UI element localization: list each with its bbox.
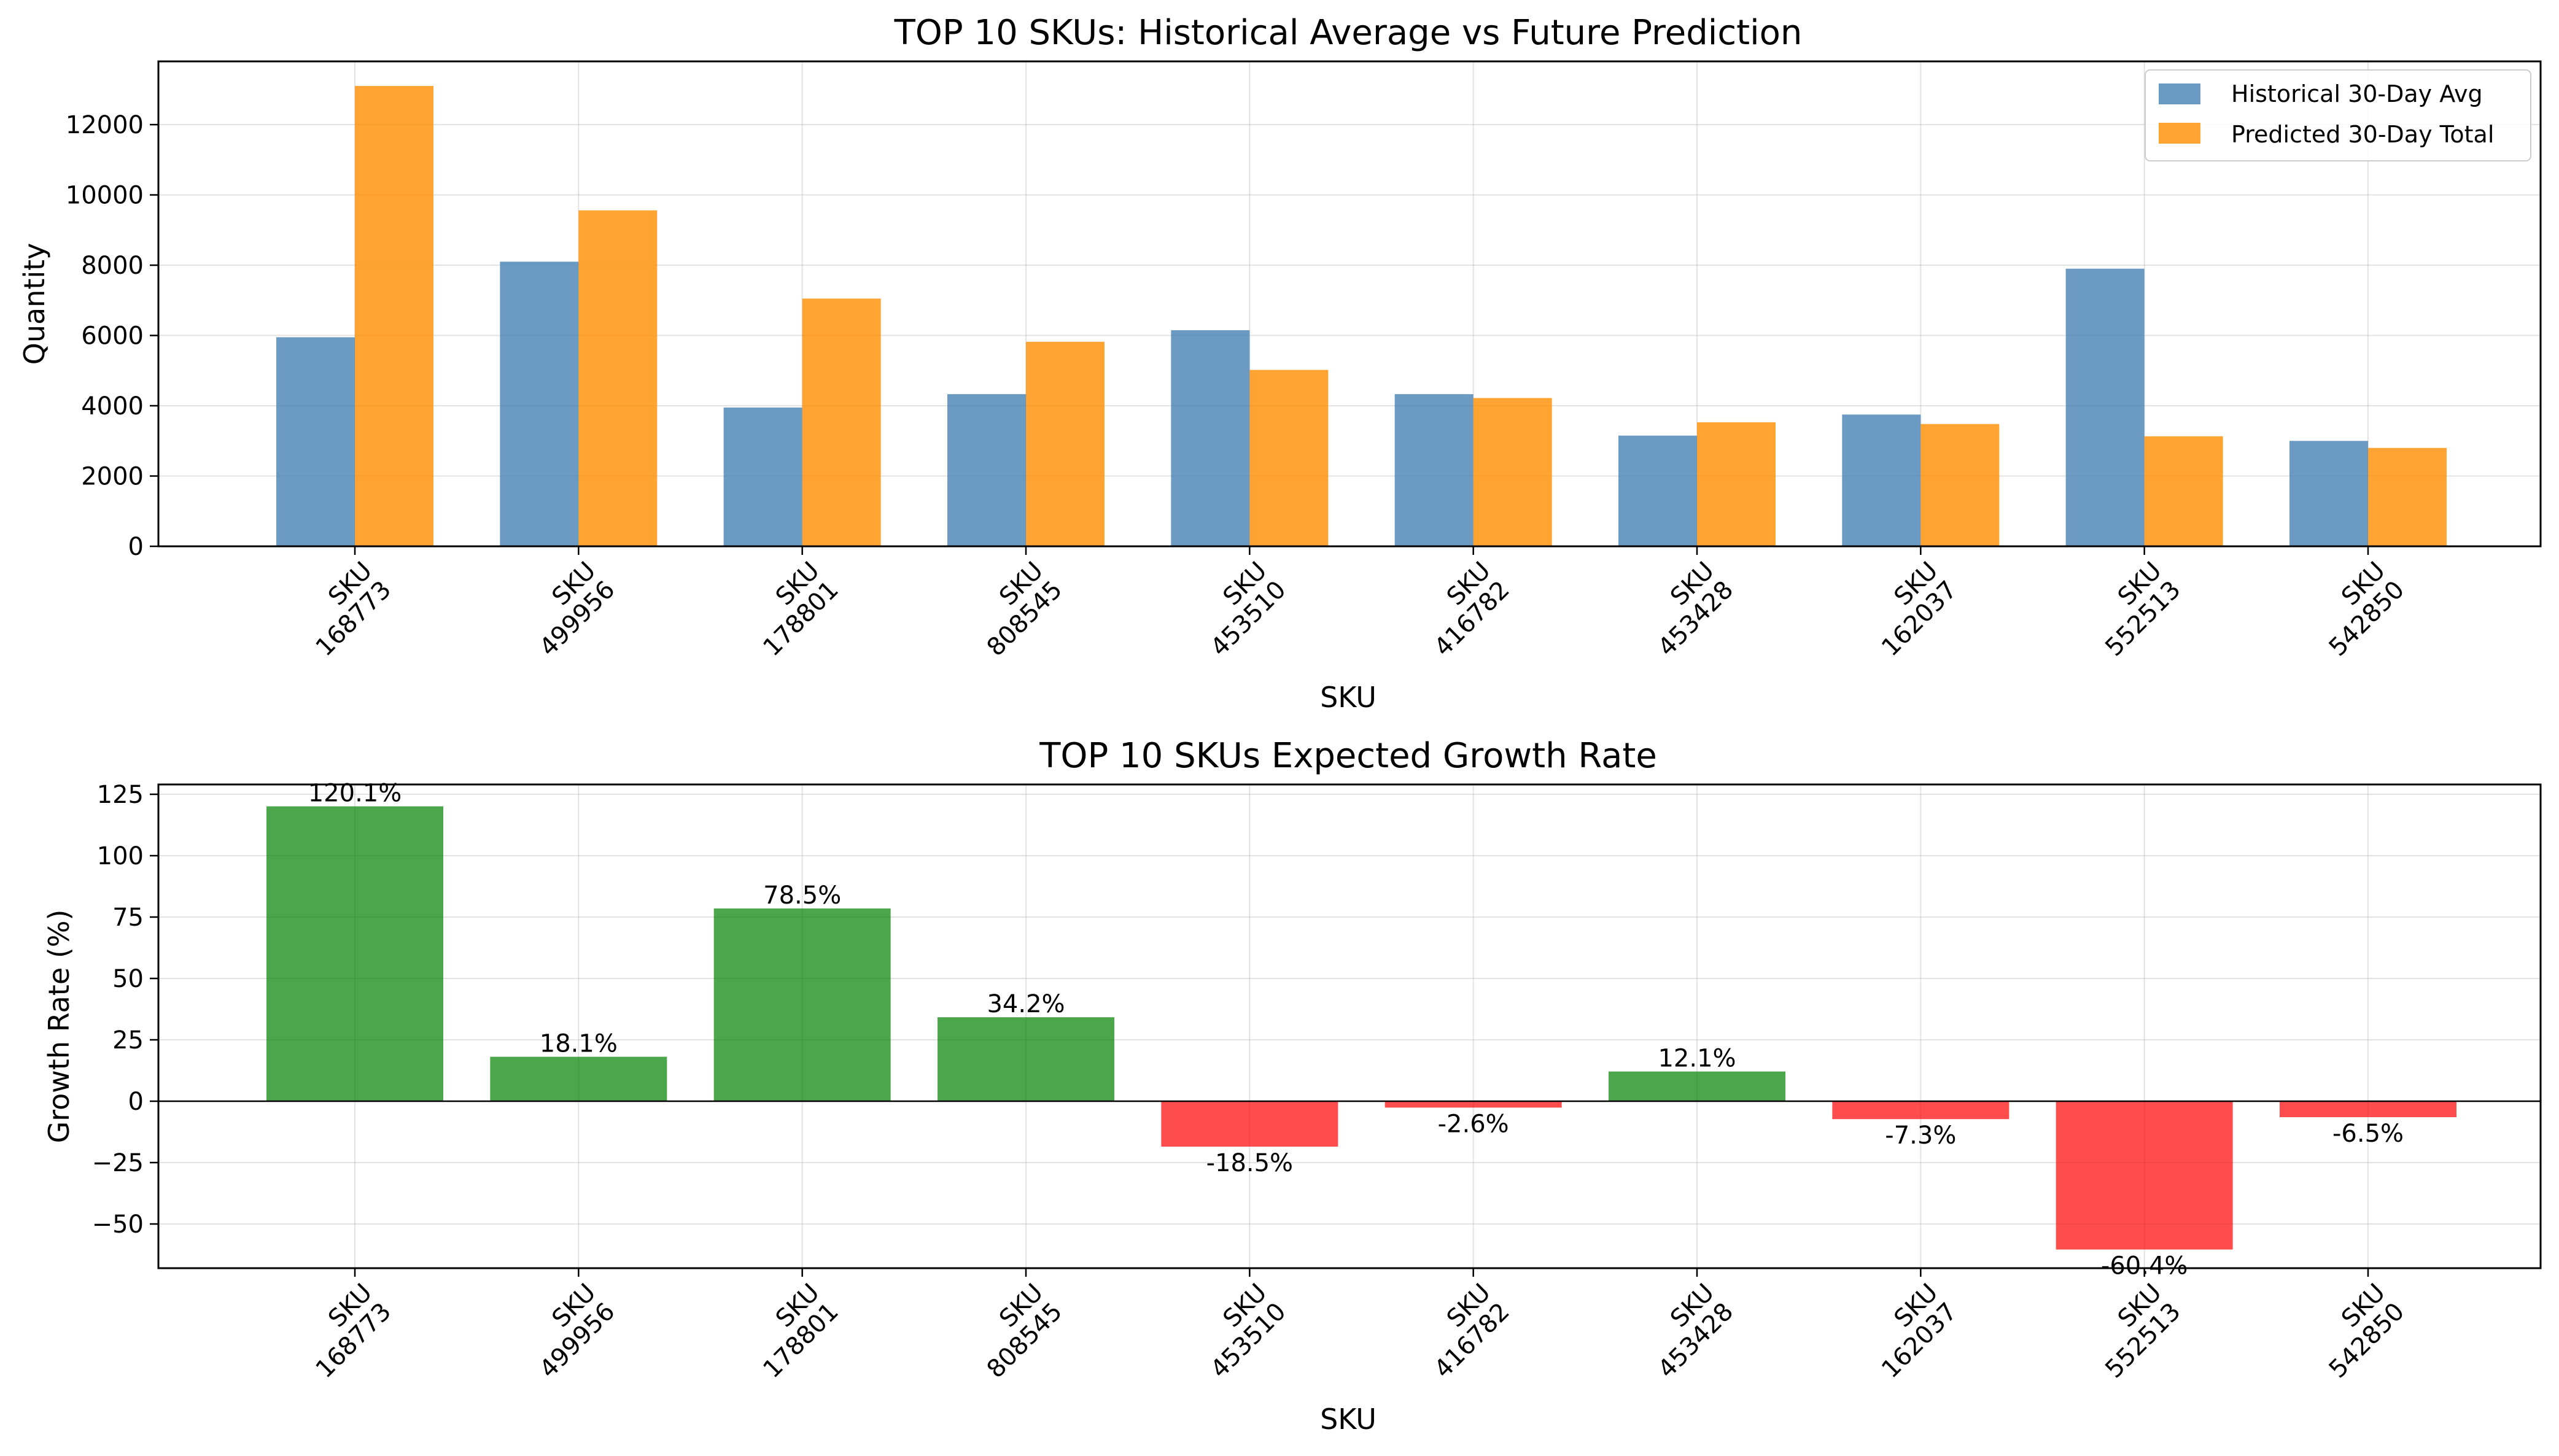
bottom-chart-title: TOP 10 SKUs Expected Growth Rate bbox=[1039, 736, 1657, 776]
top-chart-frame bbox=[157, 60, 2542, 548]
legend-swatch-predicted bbox=[2159, 123, 2200, 144]
top-bar-predicted-30-day-total-7 bbox=[1920, 424, 2000, 546]
top-y-tick-label: 12000 bbox=[66, 111, 144, 139]
top-chart-x-label: SKU bbox=[1320, 681, 1377, 714]
top-bar-predicted-30-day-total-4 bbox=[1249, 370, 1329, 546]
top-bar-historical-30-day-avg-3 bbox=[947, 394, 1026, 546]
top-bar-historical-30-day-avg-7 bbox=[1842, 414, 1921, 546]
legend-label-historical: Historical 30-Day Avg bbox=[2231, 80, 2483, 107]
legend-swatch-historical bbox=[2159, 83, 2200, 104]
bottom-y-tick-label: 75 bbox=[112, 904, 144, 932]
growth-bar-9 bbox=[2280, 1101, 2456, 1117]
top-bar-predicted-30-day-total-8 bbox=[2144, 436, 2223, 546]
growth-bar-3 bbox=[938, 1017, 1114, 1101]
bottom-y-tick-label: −50 bbox=[92, 1210, 144, 1239]
top-bar-historical-30-day-avg-1 bbox=[500, 261, 579, 546]
top-y-tick-label: 10000 bbox=[66, 182, 144, 210]
growth-data-label: -2.6% bbox=[1438, 1110, 1509, 1138]
top-bar-predicted-30-day-total-6 bbox=[1697, 422, 1776, 546]
top-chart-title: TOP 10 SKUs: Historical Average vs Futur… bbox=[894, 13, 1803, 53]
top-bar-historical-30-day-avg-8 bbox=[2065, 268, 2145, 546]
legend-frame bbox=[2145, 69, 2531, 161]
growth-data-label: 34.2% bbox=[987, 990, 1065, 1018]
growth-bar-1 bbox=[490, 1056, 667, 1101]
growth-bar-5 bbox=[1384, 1101, 1562, 1108]
top-bar-predicted-30-day-total-1 bbox=[578, 210, 658, 547]
growth-data-label: 12.1% bbox=[1658, 1045, 1736, 1073]
growth-bar-4 bbox=[1161, 1101, 1338, 1147]
top-bar-predicted-30-day-total-9 bbox=[2368, 447, 2447, 546]
top-y-tick-label: 0 bbox=[128, 533, 144, 561]
growth-bar-0 bbox=[266, 806, 443, 1101]
top-bar-historical-30-day-avg-9 bbox=[2289, 441, 2368, 546]
legend-label-predicted: Predicted 30-Day Total bbox=[2231, 121, 2494, 148]
top-chart-y-axis: 0 2000 4000 6000 8000 10000 12000 bbox=[66, 111, 158, 561]
bottom-y-tick-label: 25 bbox=[112, 1026, 144, 1055]
growth-bar-6 bbox=[1609, 1071, 1785, 1101]
bottom-y-tick-label: 0 bbox=[128, 1088, 144, 1116]
top-y-tick-label: 2000 bbox=[81, 463, 144, 491]
growth-data-label: 78.5% bbox=[763, 881, 841, 910]
top-y-tick-label: 8000 bbox=[81, 252, 144, 280]
top-bar-historical-30-day-avg-2 bbox=[723, 407, 802, 546]
growth-bar-2 bbox=[713, 908, 891, 1101]
top-bar-historical-30-day-avg-0 bbox=[276, 337, 355, 546]
growth-data-label: 18.1% bbox=[540, 1030, 618, 1058]
bottom-y-tick-label: 50 bbox=[112, 965, 144, 993]
bottom-chart-grid bbox=[158, 784, 2541, 1268]
bottom-y-tick-label: 125 bbox=[97, 781, 144, 809]
top-bar-predicted-30-day-total-5 bbox=[1473, 398, 1552, 546]
bottom-y-tick-label: 100 bbox=[97, 842, 144, 870]
top-chart-bars bbox=[276, 86, 2447, 547]
bottom-chart-x-label: SKU bbox=[1320, 1403, 1377, 1436]
bottom-chart-y-label: Growth Rate (%) bbox=[42, 910, 76, 1144]
bottom-y-tick-label: −25 bbox=[92, 1149, 144, 1177]
bottom-chart-y-axis: −50 −25 0 25 50 75 100 125 bbox=[92, 781, 158, 1239]
top-bar-historical-30-day-avg-5 bbox=[1394, 394, 1474, 546]
growth-data-label: -7.3% bbox=[1885, 1121, 1956, 1150]
bottom-chart-frame bbox=[157, 783, 2542, 1269]
top-bar-historical-30-day-avg-6 bbox=[1618, 435, 1697, 546]
growth-data-label: -6.5% bbox=[2332, 1120, 2404, 1148]
bottom-chart: TOP 10 SKUs Expected Growth Rate 120.1% 1… bbox=[42, 736, 2542, 1436]
top-chart-legend: Historical 30-Day Avg Predicted 30-Day T… bbox=[2145, 69, 2531, 161]
top-chart-y-label: Quantity bbox=[18, 243, 51, 365]
growth-bar-8 bbox=[2056, 1101, 2233, 1250]
top-bar-predicted-30-day-total-2 bbox=[802, 298, 881, 546]
growth-data-label: -18.5% bbox=[1206, 1149, 1294, 1177]
top-bar-predicted-30-day-total-0 bbox=[355, 86, 433, 547]
top-y-tick-label: 6000 bbox=[81, 322, 144, 350]
top-y-tick-label: 4000 bbox=[81, 392, 144, 420]
bottom-chart-bars bbox=[266, 806, 2456, 1250]
growth-data-label: 120.1% bbox=[308, 780, 402, 808]
top-bar-predicted-30-day-total-3 bbox=[1026, 341, 1105, 546]
top-bar-historical-30-day-avg-4 bbox=[1171, 330, 1250, 546]
growth-bar-7 bbox=[1832, 1101, 2010, 1120]
